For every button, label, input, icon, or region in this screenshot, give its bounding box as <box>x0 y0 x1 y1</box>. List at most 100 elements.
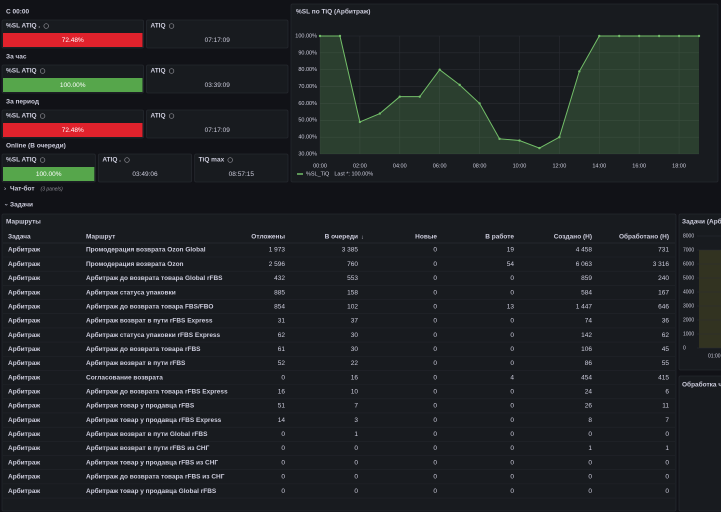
point <box>637 34 641 38</box>
table-cell: 62 <box>662 332 670 339</box>
table-cell: 731 <box>658 247 669 254</box>
table-cell: 0 <box>433 445 437 452</box>
table-cell: 6 <box>665 389 669 396</box>
stat-value: 72.48% <box>62 127 84 134</box>
x-tick-label: 18:00 <box>672 163 686 169</box>
table-cell: 0 <box>510 389 514 396</box>
table-cell: Арбитраж до возврата товара rFBS из СНГ <box>86 473 225 481</box>
table-cell: 13 <box>507 303 515 310</box>
table-cell: 0 <box>281 459 285 466</box>
table-cell: Арбитраж <box>8 444 40 452</box>
section-title: Online (В очереди) <box>6 143 66 150</box>
row-chevron: › <box>4 186 6 193</box>
chart-title: %SL по TiQ (Арбитраж) <box>296 8 370 16</box>
panel-title: Задачи (Арби <box>682 218 721 226</box>
point <box>498 137 501 141</box>
table-cell: Арбитраж возврат в пути rFBS из СНГ <box>86 444 210 452</box>
table-cell: 1 <box>588 445 592 452</box>
column-header[interactable]: Обработано (Н) <box>619 233 669 241</box>
panel-title: %SL ATIQ <box>6 68 37 75</box>
column-header[interactable]: В работе <box>485 233 514 241</box>
table-cell: 454 <box>581 374 592 381</box>
table-cell: 0 <box>433 247 437 254</box>
panel-title: Обработка ча <box>682 381 721 389</box>
table-cell: 0 <box>281 474 285 481</box>
y-tick-label: 70.00% <box>298 84 317 90</box>
panel-title: ATIQ <box>151 68 166 75</box>
table-cell: 30 <box>351 346 359 353</box>
y-tick-label: 8000 <box>683 233 694 239</box>
table-cell: 0 <box>510 431 514 438</box>
x-tick-label: 04:00 <box>393 163 407 169</box>
row-title[interactable]: Задачи <box>10 202 33 209</box>
table-cell: 36 <box>662 318 670 325</box>
column-header[interactable]: Маршрут <box>86 234 115 241</box>
table-cell: 142 <box>581 332 592 339</box>
column-header[interactable]: Новые <box>415 234 437 241</box>
table-cell: 3 316 <box>653 261 670 268</box>
table-cell: Арбитраж <box>8 359 40 367</box>
table-cell: Арбитраж до возврата товара Global rFBS <box>86 274 223 282</box>
table-cell: 0 <box>510 346 514 353</box>
x-tick-label: 00:00 <box>313 163 327 169</box>
row-note: (3 panels) <box>41 186 64 192</box>
point <box>358 120 362 124</box>
table-cell: Арбитраж товар у продавца rFBS из СНГ <box>86 458 218 466</box>
y-tick-label: 40.00% <box>298 135 317 141</box>
y-tick-label: 7000 <box>683 247 694 253</box>
table-cell: 0 <box>665 431 669 438</box>
table-cell: 6 063 <box>576 261 593 268</box>
table-cell: Промодерация возврата Ozon Global <box>86 247 206 254</box>
table-cell: 11 <box>662 403 669 410</box>
x-tick-label: 06:00 <box>433 163 447 169</box>
panel-title: ATIQ <box>151 23 166 30</box>
table-cell: Арбитраж <box>8 288 40 296</box>
table-cell: 0 <box>354 445 358 452</box>
table-cell: 760 <box>347 261 358 268</box>
table-cell: 167 <box>658 289 669 296</box>
table-cell: 0 <box>665 474 669 481</box>
section-title: С 00:00 <box>6 9 30 16</box>
point <box>538 146 541 150</box>
table-cell: 0 <box>281 374 285 381</box>
table-cell: 26 <box>585 403 593 410</box>
table-cell: 0 <box>588 488 592 495</box>
column-header[interactable]: Отложены <box>251 234 285 241</box>
panel <box>1 213 677 512</box>
y-tick-label: 0 <box>683 345 686 351</box>
table-cell: 553 <box>347 275 358 282</box>
y-tick-label: 100.00% <box>295 33 317 39</box>
column-header[interactable]: В очереди <box>325 234 358 241</box>
table-cell: Арбитраж <box>8 302 40 310</box>
table-cell: 37 <box>351 318 359 325</box>
table-cell: Арбитраж <box>8 388 40 396</box>
table-cell: Арбитраж <box>8 345 40 353</box>
chart-area <box>699 250 721 348</box>
info-icon <box>43 23 49 29</box>
table-cell: 0 <box>510 332 514 339</box>
table-cell: Арбитраж <box>8 373 40 381</box>
table-cell: 0 <box>433 403 437 410</box>
table-cell: Арбитраж <box>8 473 40 481</box>
column-header[interactable]: Задача <box>8 234 31 241</box>
table-cell: 0 <box>433 261 437 268</box>
point <box>558 135 561 139</box>
table-cell: 102 <box>347 303 358 310</box>
table-cell: 2 596 <box>269 261 286 268</box>
table-cell: 859 <box>581 275 592 282</box>
table-cell: Арбитраж <box>8 246 40 254</box>
table-cell: 7 <box>665 417 669 424</box>
point <box>338 34 342 38</box>
panel-title: ATIQ <box>151 113 166 120</box>
table-cell: Арбитраж до возврата товара rFBS <box>86 345 201 353</box>
column-header[interactable]: Создано (Н) <box>554 234 592 241</box>
row-title[interactable]: Чат-бот <box>10 185 35 193</box>
table-cell: 0 <box>588 474 592 481</box>
table-cell: 0 <box>510 403 514 410</box>
panel-title: %SL ATIQ <box>6 157 37 164</box>
table-cell: 415 <box>658 374 669 381</box>
stat-bar <box>3 167 95 181</box>
table-cell: 158 <box>347 289 358 296</box>
table-cell: 1 <box>354 431 358 438</box>
